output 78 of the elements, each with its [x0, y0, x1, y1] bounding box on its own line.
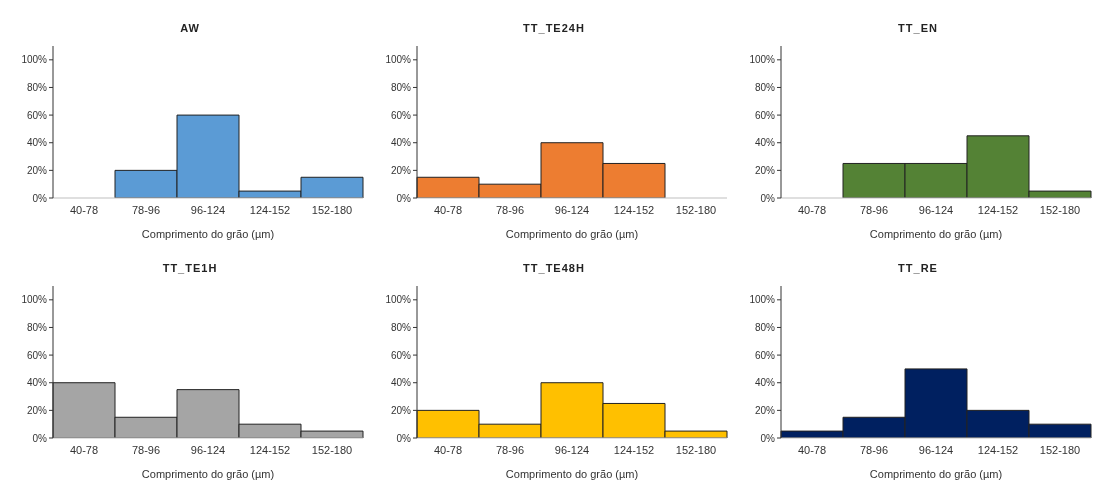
chart-title: TT_EN — [898, 22, 938, 34]
y-tick-label: 20% — [26, 164, 48, 176]
y-tick-label: 100% — [385, 54, 412, 66]
x-tick-label: 78-96 — [495, 443, 525, 456]
x-tick-label: 40-78 — [797, 203, 827, 216]
x-tick-label: 124-152 — [613, 443, 655, 456]
y-tick-label: 60% — [390, 349, 412, 361]
x-tick-label: 40-78 — [69, 443, 99, 456]
y-tick-label: 100% — [749, 54, 776, 66]
y-tick-label: 100% — [749, 294, 776, 306]
y-tick-label: 80% — [26, 82, 48, 93]
y-tick-label: 80% — [390, 322, 412, 333]
x-tick-label: 78-96 — [859, 443, 889, 456]
y-tick-label: 0% — [760, 432, 776, 444]
x-axis-title: Comprimento do grão (µm) — [505, 228, 639, 240]
x-tick-label: 124-152 — [249, 443, 291, 456]
x-tick-label: 124-152 — [249, 203, 291, 216]
y-tick-label: 40% — [26, 137, 48, 149]
y-tick-label: 0% — [396, 432, 412, 444]
x-tick-label: 152-180 — [675, 443, 717, 456]
chart-title: TT_TE48H — [523, 262, 585, 274]
chart-title: TT_TE1H — [162, 262, 218, 274]
y-tick-label: 40% — [754, 377, 776, 389]
x-tick-label: 152-180 — [1039, 443, 1081, 456]
x-tick-label: 40-78 — [69, 203, 99, 216]
y-tick-label: 0% — [396, 192, 412, 204]
x-tick-label: 152-180 — [675, 203, 717, 216]
chart-title: TT_TE24H — [523, 22, 585, 34]
y-tick-label: 80% — [754, 322, 776, 333]
x-tick-label: 78-96 — [131, 443, 161, 456]
x-tick-label: 78-96 — [859, 203, 889, 216]
x-tick-label: 152-180 — [311, 443, 353, 456]
y-tick-label: 40% — [390, 137, 412, 149]
y-tick-label: 40% — [754, 137, 776, 149]
x-tick-label: 124-152 — [613, 203, 655, 216]
x-tick-label: 96-124 — [190, 203, 226, 216]
y-tick-label: 20% — [390, 164, 412, 176]
x-tick-label: 124-152 — [977, 203, 1019, 216]
y-tick-label: 60% — [754, 349, 776, 361]
y-tick-label: 40% — [390, 377, 412, 389]
x-tick-label: 152-180 — [1039, 203, 1081, 216]
y-tick-label: 80% — [26, 322, 48, 333]
y-tick-label: 100% — [385, 294, 412, 306]
y-tick-label: 60% — [26, 349, 48, 361]
x-tick-label: 78-96 — [495, 203, 525, 216]
x-tick-label: 40-78 — [797, 443, 827, 456]
x-tick-label: 40-78 — [433, 443, 463, 456]
x-axis-title: Comprimento do grão (µm) — [141, 228, 275, 240]
y-tick-label: 20% — [754, 404, 776, 416]
x-tick-label: 96-124 — [918, 203, 954, 216]
y-tick-label: 0% — [760, 192, 776, 204]
x-tick-label: 96-124 — [554, 203, 590, 216]
x-axis-title: Comprimento do grão (µm) — [141, 468, 275, 480]
y-tick-label: 40% — [26, 377, 48, 389]
x-tick-label: 78-96 — [131, 203, 161, 216]
y-tick-label: 100% — [21, 54, 48, 66]
x-tick-label: 96-124 — [190, 443, 226, 456]
y-tick-label: 60% — [754, 109, 776, 121]
y-tick-label: 0% — [32, 432, 48, 444]
x-tick-label: 40-78 — [433, 203, 463, 216]
y-tick-label: 60% — [26, 109, 48, 121]
y-tick-label: 20% — [26, 404, 48, 416]
x-tick-label: 96-124 — [554, 443, 590, 456]
x-tick-label: 124-152 — [977, 443, 1019, 456]
x-axis-title: Comprimento do grão (µm) — [505, 468, 639, 480]
y-tick-label: 60% — [390, 109, 412, 121]
y-tick-label: 20% — [754, 164, 776, 176]
x-axis-title: Comprimento do grão (µm) — [869, 228, 1003, 240]
y-tick-label: 20% — [390, 404, 412, 416]
y-tick-label: 0% — [32, 192, 48, 204]
y-tick-label: 100% — [21, 294, 48, 306]
chart-title: AW — [180, 22, 200, 34]
y-tick-label: 80% — [390, 82, 412, 93]
y-tick-label: 80% — [754, 82, 776, 93]
chart-title: TT_RE — [898, 262, 938, 274]
x-axis-title: Comprimento do grão (µm) — [869, 468, 1003, 480]
x-tick-label: 96-124 — [918, 443, 954, 456]
x-tick-label: 152-180 — [311, 203, 353, 216]
